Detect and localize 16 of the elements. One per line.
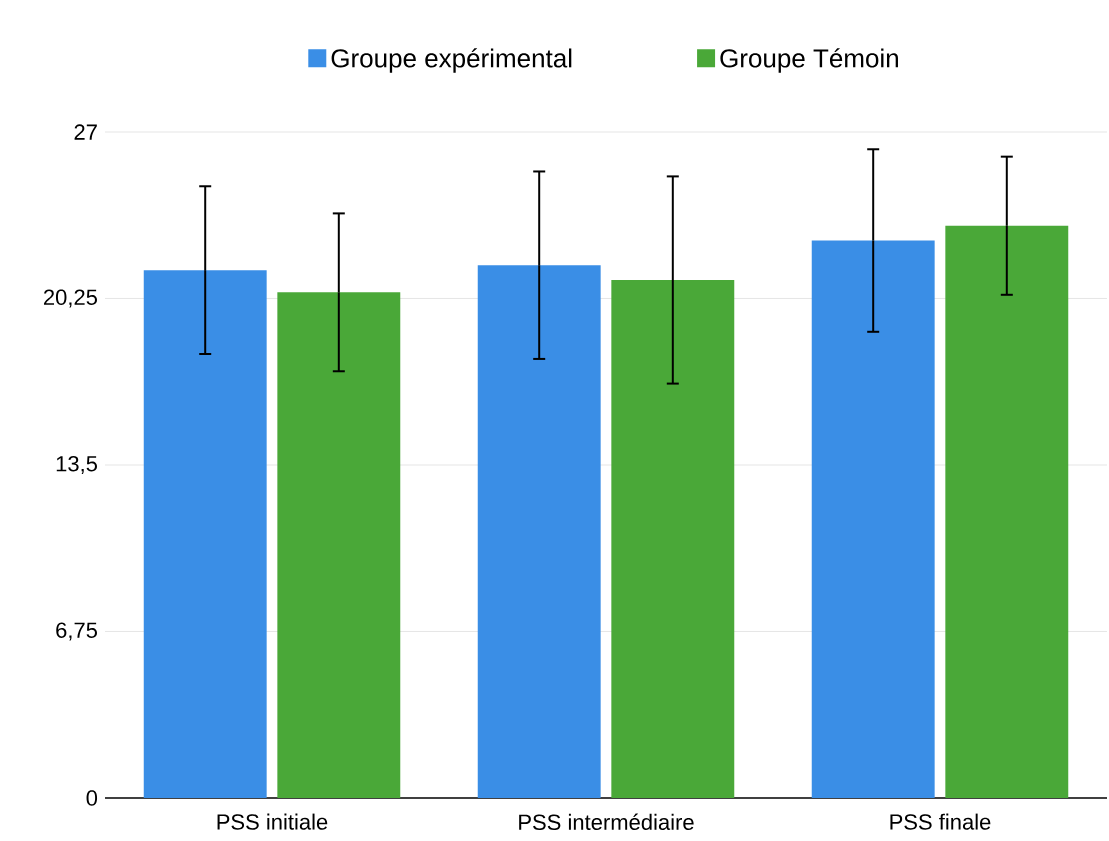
y-tick-label: 0 [86,790,98,806]
y-tick-label: 20,25 [43,289,97,308]
bar [611,279,735,798]
y-tick-label: 6,75 [56,622,97,641]
x-tick-label: PSS finale [890,813,991,830]
bar [477,265,601,798]
legend-label: Groupe Témoin [720,48,898,73]
x-tick-label: PSS initiale [217,813,328,830]
bar [143,270,267,798]
bar [811,240,935,798]
bar [277,292,401,798]
legend-label: Groupe expérimental [331,48,572,73]
bar [945,225,1069,798]
x-tick-label: PSS intermédiaire [519,813,694,831]
y-tick-label: 27 [74,124,97,140]
y-tick-label: 13,5 [56,455,97,475]
